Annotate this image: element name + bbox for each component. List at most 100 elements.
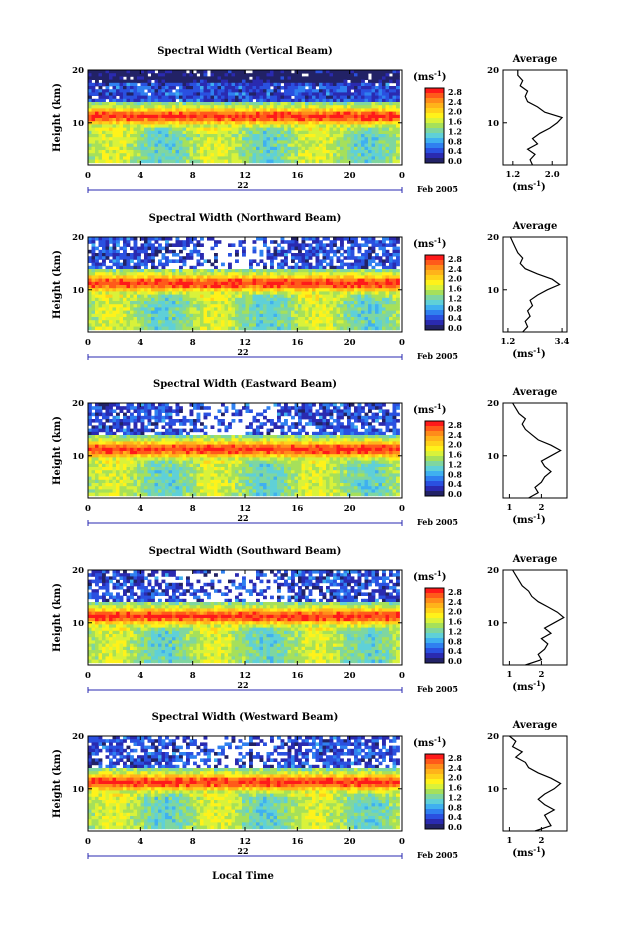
heatmap-cell — [249, 272, 253, 276]
heatmap-cell — [200, 143, 204, 148]
heatmap-cell — [259, 114, 264, 119]
heatmap-cell — [245, 130, 250, 135]
heatmap-cell — [322, 307, 327, 311]
heatmap-cell — [263, 269, 267, 273]
heatmap-cell — [270, 92, 274, 96]
heatmap-cell — [361, 294, 365, 299]
heatmap-cell — [228, 272, 232, 276]
heatmap-cell — [312, 304, 316, 308]
heatmap-cell — [273, 79, 278, 84]
heatmap-cell — [179, 259, 183, 263]
heatmap-cell — [305, 140, 309, 144]
heatmap-cell — [116, 111, 120, 116]
heatmap-cell — [357, 304, 362, 308]
heatmap-cell — [301, 82, 306, 87]
heatmap-cell — [392, 307, 397, 311]
heatmap-cell — [333, 127, 337, 132]
heatmap-cell — [368, 317, 372, 321]
heatmap-cell — [326, 320, 330, 324]
heatmap-cell — [193, 92, 197, 96]
heatmap-cell — [207, 146, 211, 151]
heatmap-cell — [168, 79, 173, 84]
heatmap-cell — [333, 137, 337, 141]
heatmap-cell — [284, 140, 288, 144]
heatmap-cell — [375, 102, 379, 106]
heatmap-cell — [242, 285, 246, 289]
heatmap-cell — [249, 317, 253, 321]
heatmap-cell — [242, 310, 246, 315]
heatmap-cell — [154, 111, 159, 116]
heatmap-cell — [112, 79, 117, 84]
heatmap-cell — [175, 159, 180, 164]
heatmap-cell — [333, 285, 337, 289]
heatmap-cell — [130, 130, 134, 135]
heatmap-cell — [343, 127, 348, 132]
heatmap-cell — [364, 89, 369, 93]
heatmap-cell — [105, 291, 110, 295]
heatmap-cell — [196, 89, 201, 93]
heatmap-cell — [189, 121, 194, 125]
colorbar-tick-label: 2.0 — [448, 274, 462, 284]
heatmap-cell — [161, 124, 166, 128]
heatmap-cell — [151, 253, 155, 257]
heatmap-cell — [224, 95, 229, 100]
heatmap-cell — [382, 320, 386, 324]
heatmap-cell — [364, 320, 369, 324]
heatmap-cell — [200, 130, 204, 135]
heatmap-cell — [214, 143, 218, 148]
heatmap-cell — [238, 288, 243, 292]
heatmap-cell — [221, 70, 225, 74]
heatmap-cell — [228, 307, 232, 311]
heatmap-cell — [291, 118, 295, 122]
heatmap-cell — [182, 323, 187, 327]
heatmap-cell — [378, 313, 383, 318]
heatmap-cell — [133, 288, 138, 292]
heatmap-cell — [207, 323, 211, 327]
heatmap-cell — [368, 237, 372, 241]
x-tick-label: 20 — [344, 171, 356, 181]
heatmap-cell — [165, 294, 169, 299]
heatmap-cell — [224, 272, 229, 276]
heatmap-cell — [270, 82, 274, 87]
heatmap-cell — [189, 307, 194, 311]
heatmap-cell — [371, 108, 376, 112]
heatmap-cell — [242, 76, 246, 80]
heatmap-cell — [319, 310, 323, 315]
heatmap-cell — [301, 285, 306, 289]
heatmap-cell — [280, 146, 285, 151]
heatmap-cell — [130, 102, 134, 106]
heatmap-cell — [98, 130, 103, 135]
heatmap-cell — [319, 304, 323, 308]
heatmap-cell — [375, 243, 379, 247]
heatmap-cell — [109, 240, 113, 244]
heatmap-cell — [378, 137, 383, 141]
heatmap-cell — [109, 98, 113, 103]
heatmap-cell — [200, 114, 204, 119]
heatmap-cell — [291, 256, 295, 260]
heatmap-cell — [238, 124, 243, 128]
heatmap-cell — [224, 156, 229, 160]
heatmap-cell — [88, 95, 92, 100]
heatmap-cell — [91, 146, 96, 151]
heatmap-cell — [144, 320, 148, 324]
heatmap-cell — [291, 320, 295, 324]
heatmap-cell — [249, 156, 253, 160]
heatmap-cell — [259, 313, 264, 318]
heatmap-cell — [88, 124, 92, 128]
heatmap-cell — [196, 278, 201, 283]
heatmap-cell — [249, 146, 253, 151]
heatmap-cell — [217, 297, 222, 302]
heatmap-cell — [273, 326, 278, 331]
heatmap-cell — [214, 89, 218, 93]
heatmap-cell — [123, 326, 127, 331]
colorbar-swatch — [425, 285, 444, 291]
heatmap-cell — [133, 150, 138, 154]
heatmap-cell — [266, 249, 271, 254]
heatmap-cell — [133, 297, 138, 302]
heatmap-cell — [186, 297, 190, 302]
heatmap-cell — [203, 140, 208, 144]
heatmap-cell — [102, 291, 106, 295]
heatmap-cell — [263, 82, 267, 87]
heatmap-cell — [98, 278, 103, 283]
heatmap-cell — [189, 140, 194, 144]
